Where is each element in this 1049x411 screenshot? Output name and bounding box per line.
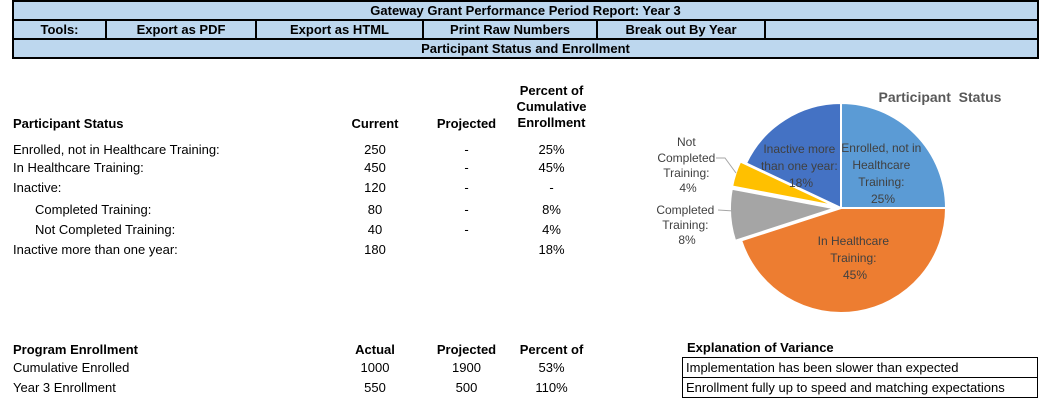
projected-value (420, 242, 513, 258)
print-raw-numbers-button[interactable]: Print Raw Numbers (422, 21, 596, 38)
participant-status-pie-chart: Participant Status Enrolled, not in Heal… (630, 75, 1049, 350)
row-label: Enrolled, not in Healthcare Training: (13, 142, 220, 157)
break-out-by-year-button[interactable]: Break out By Year (596, 21, 764, 38)
pie-label-in-healthcare: In Healthcare Training: 45% (818, 234, 893, 282)
pie-slice-not-completed-training (731, 160, 837, 208)
report-header-table: Gateway Grant Performance Period Report:… (12, 0, 1039, 59)
projected-value: - (464, 142, 469, 157)
table-row: Inactive: 120 - - (13, 180, 590, 196)
pie-slice-in-healthcare-training (740, 207, 947, 314)
toolbar-empty-cell (764, 21, 1037, 38)
col-header-actual: Actual (355, 342, 395, 357)
pie-slice-enrolled-not-in-training (840, 102, 947, 209)
current-value: 80 (367, 202, 383, 217)
row-label: Completed Training: (35, 202, 152, 217)
col-header-projected: Projected (436, 116, 497, 131)
pie-label-inactive-more: Inactive more than one year: 18% (761, 142, 841, 190)
pie-slice-inactive-more-than-one-year (744, 102, 842, 209)
percent-value: 4% (542, 222, 561, 237)
export-pdf-button[interactable]: Export as PDF (105, 21, 255, 38)
table-row: Enrolled, not in Healthcare Training: 25… (13, 142, 590, 158)
row-label: Inactive more than one year: (13, 242, 178, 257)
row-label: Cumulative Enrolled (13, 360, 130, 375)
export-html-button[interactable]: Export as HTML (255, 21, 422, 38)
variance-title: Explanation of Variance (687, 340, 834, 355)
leader-line-completed (717, 209, 735, 212)
table-row: Not Completed Training: 40 - 4% (13, 222, 590, 238)
table-row: Year 3 Enrollment 550 500 110% (13, 380, 590, 396)
tools-label: Tools: (40, 22, 79, 37)
pie-slice-completed-training (729, 187, 837, 242)
report-title-row: Gateway Grant Performance Period Report:… (12, 0, 1039, 21)
percent-value: 25% (538, 142, 565, 157)
projected-value: - (464, 202, 469, 217)
pie-label-enrolled: Enrolled, not in Healthcare Training: 25… (841, 141, 924, 206)
col-header-percent-cumulative-enrollment: Percent of Cumulative Enrollment (516, 83, 587, 130)
table-row: Cumulative Enrolled 1000 1900 53% (13, 360, 590, 376)
participant-table-title: Participant Status (13, 116, 124, 131)
col-header-projected: Projected (436, 342, 497, 357)
percent-value: 110% (535, 380, 568, 395)
leader-line-not-completed (716, 157, 737, 174)
projected-value: - (464, 180, 469, 195)
table-row: In Healthcare Training: 450 - 45% (13, 160, 590, 176)
table-row: Completed Training: 80 - 8% (13, 202, 590, 218)
current-value: 180 (364, 242, 386, 257)
row-label: Not Completed Training: (35, 222, 176, 237)
percent-value: 8% (542, 202, 561, 217)
pie-chart-svg: Participant Status Enrolled, not in Heal… (656, 89, 1002, 314)
percent-value: 18% (538, 242, 565, 257)
percent-value: 53% (538, 360, 565, 375)
section-title: Participant Status and Enrollment (421, 41, 630, 56)
percent-value: 45% (538, 160, 565, 175)
program-table-header: Program Enrollment Actual Projected Perc… (13, 341, 590, 357)
row-label: Year 3 Enrollment (13, 380, 116, 395)
projected-value: 1900 (452, 360, 481, 375)
projected-value: 500 (455, 380, 478, 395)
percent-value: - (549, 180, 554, 195)
variance-note-cell[interactable]: Enrollment fully up to speed and matchin… (682, 377, 1038, 398)
variance-note-cell[interactable]: Implementation has been slower than expe… (682, 357, 1038, 378)
pie-label-completed: Completed Training: 8% (656, 203, 717, 247)
section-title-row: Participant Status and Enrollment (12, 38, 1039, 59)
current-value: 120 (364, 180, 386, 195)
variance-notes: Implementation has been slower than expe… (682, 357, 1038, 398)
pie-chart-title: Participant Status (879, 89, 1002, 105)
current-value: 250 (364, 142, 386, 157)
current-value: 40 (367, 222, 383, 237)
projected-value: - (464, 160, 469, 175)
projected-value: - (464, 222, 469, 237)
current-value: 450 (364, 160, 386, 175)
row-label: In Healthcare Training: (13, 160, 144, 175)
row-label: Inactive: (13, 180, 62, 195)
actual-value: 550 (364, 380, 386, 395)
actual-value: 1000 (360, 360, 390, 375)
program-table-title: Program Enrollment (13, 342, 138, 357)
table-row: Inactive more than one year: 180 18% (13, 242, 590, 258)
col-header-current: Current (351, 116, 399, 131)
participant-table-header: Participant Status Current Projected Per… (13, 74, 590, 131)
report-title: Gateway Grant Performance Period Report:… (370, 3, 681, 18)
toolbar-row: Tools: Export as PDF Export as HTML Prin… (12, 19, 1039, 40)
pie-label-not-completed: Not Completed Training: 4% (657, 135, 718, 195)
col-header-percent-of: Percent of (519, 342, 584, 357)
